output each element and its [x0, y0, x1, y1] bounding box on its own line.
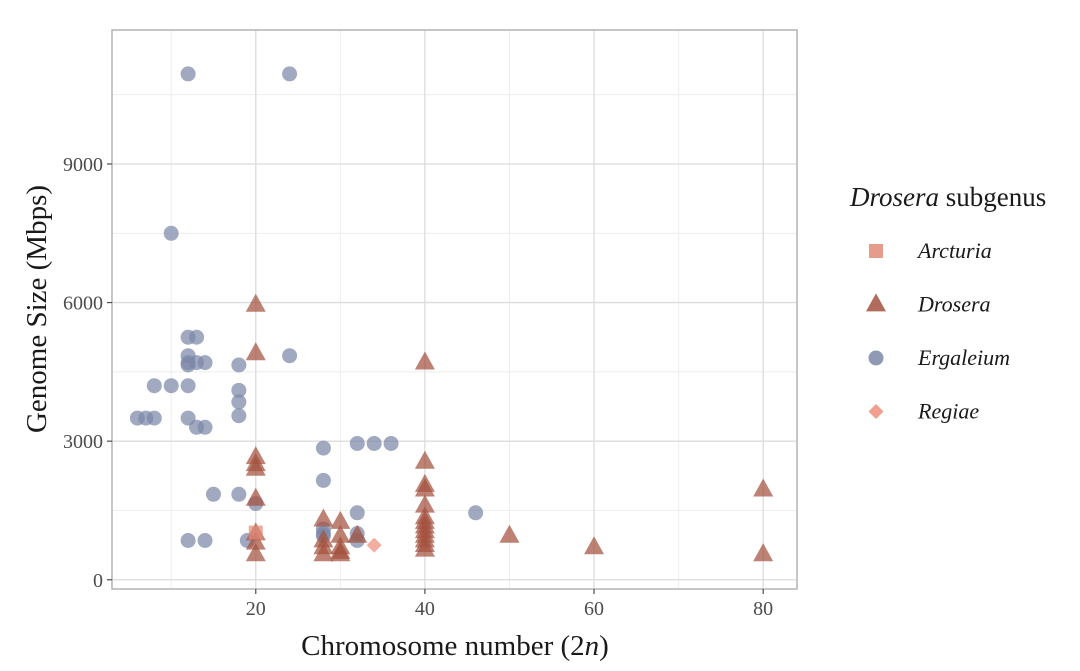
- point-ergaleium: [180, 532, 196, 548]
- point-drosera: [414, 450, 435, 469]
- y-axis-title: Genome Size (Mbps): [21, 185, 53, 433]
- legend-title: Drosera subgenus: [849, 182, 1046, 212]
- point-ergaleium: [282, 348, 298, 364]
- y-tick-label: 3000: [63, 431, 103, 453]
- point-drosera: [313, 543, 334, 562]
- legend-label-arcturia: Arcturia: [916, 238, 992, 263]
- x-axis-tick-labels: 20 40 60 80: [246, 598, 773, 620]
- point-ergaleium: [231, 357, 247, 373]
- legend-label-drosera: Drosera: [917, 292, 991, 317]
- point-ergaleium: [383, 435, 399, 451]
- point-drosera: [753, 543, 774, 562]
- x-tick-label: 20: [246, 598, 266, 620]
- point-ergaleium: [163, 378, 179, 394]
- point-drosera: [347, 524, 368, 543]
- point-ergaleium: [315, 440, 331, 456]
- point-ergaleium: [146, 410, 162, 426]
- data-points: [129, 66, 774, 562]
- legend: Drosera subgenus Arcturia Drosera Ergaleiu…: [849, 182, 1046, 424]
- point-drosera: [499, 524, 520, 543]
- point-ergaleium: [146, 378, 162, 394]
- point-ergaleium: [231, 486, 247, 502]
- plot-panel-border: [111, 29, 798, 590]
- point-ergaleium: [349, 435, 365, 451]
- point-drosera: [245, 342, 266, 361]
- point-ergaleium: [349, 505, 365, 521]
- x-axis-title: Chromosome number (2n): [301, 630, 609, 662]
- point-ergaleium: [231, 408, 247, 424]
- point-drosera: [414, 478, 435, 497]
- axis-ticks: [107, 163, 764, 594]
- legend-key-regiae: [868, 404, 884, 419]
- point-ergaleium: [197, 419, 213, 435]
- x-tick-label: 80: [753, 598, 773, 620]
- point-drosera: [330, 510, 351, 529]
- point-drosera: [245, 487, 266, 506]
- point-ergaleium: [197, 532, 213, 548]
- point-ergaleium: [205, 486, 221, 502]
- point-drosera: [245, 531, 266, 550]
- minor-gridlines: [112, 30, 797, 589]
- legend-label-regiae: Regiae: [917, 399, 979, 424]
- point-regiae: [366, 537, 382, 553]
- point-ergaleium: [197, 355, 213, 371]
- point-drosera: [753, 478, 774, 497]
- point-drosera: [414, 351, 435, 370]
- point-drosera: [245, 293, 266, 312]
- legend-label-ergaleium: Ergaleium: [917, 345, 1010, 370]
- series-arcturia: [248, 525, 263, 540]
- legend-key-arcturia: [869, 244, 883, 258]
- legend-items: Arcturia Drosera Ergaleium Regiae: [866, 238, 1010, 424]
- x-tick-label: 40: [415, 598, 435, 620]
- point-ergaleium: [189, 329, 205, 345]
- y-axis-tick-labels: 0 3000 6000 9000: [63, 154, 103, 592]
- point-drosera: [584, 536, 605, 555]
- point-arcturia: [248, 525, 263, 540]
- point-ergaleium: [315, 472, 331, 488]
- point-drosera: [313, 508, 334, 527]
- point-ergaleium: [180, 378, 196, 394]
- point-ergaleium: [282, 66, 298, 82]
- point-drosera: [330, 543, 351, 562]
- legend-key-ergaleium: [868, 350, 884, 366]
- y-tick-label: 0: [93, 570, 103, 592]
- point-ergaleium: [468, 505, 484, 521]
- point-drosera: [330, 524, 351, 543]
- point-drosera: [414, 538, 435, 557]
- point-ergaleium: [231, 382, 247, 398]
- point-ergaleium: [180, 66, 196, 82]
- y-tick-label: 6000: [63, 293, 103, 315]
- legend-key-drosera: [866, 293, 886, 312]
- series-ergaleium: [129, 66, 484, 548]
- y-tick-label: 9000: [63, 154, 103, 176]
- major-gridlines: [112, 30, 797, 589]
- point-drosera: [414, 494, 435, 513]
- point-ergaleium: [163, 225, 179, 241]
- point-ergaleium: [366, 435, 382, 451]
- x-tick-label: 60: [584, 598, 604, 620]
- point-drosera: [245, 457, 266, 476]
- point-drosera: [245, 543, 266, 562]
- series-regiae: [366, 537, 382, 553]
- point-ergaleium: [231, 394, 247, 410]
